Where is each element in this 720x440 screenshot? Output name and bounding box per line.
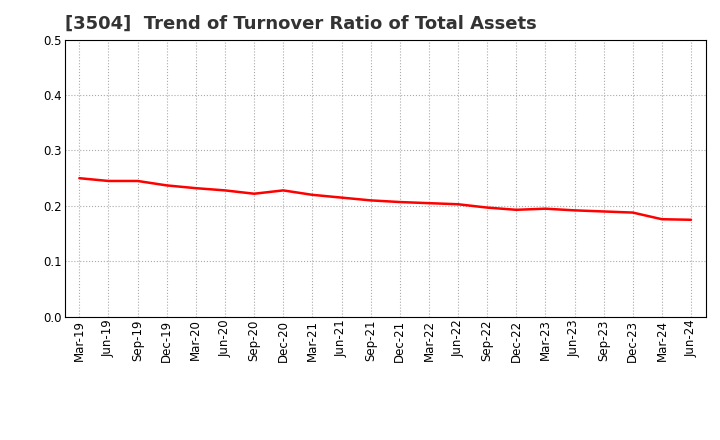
Text: [3504]  Trend of Turnover Ratio of Total Assets: [3504] Trend of Turnover Ratio of Total … (65, 15, 536, 33)
